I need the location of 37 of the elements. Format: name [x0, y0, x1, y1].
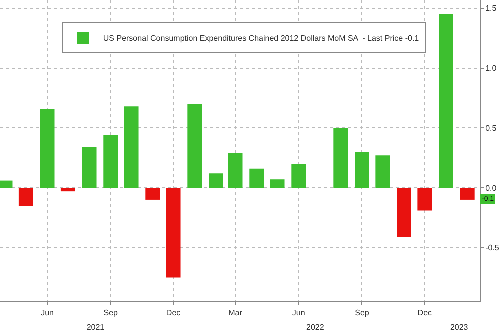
y-tick-label: 0.5 — [486, 124, 498, 133]
bar — [209, 174, 224, 188]
bar — [334, 128, 348, 188]
y-tick-label: 1.0 — [486, 64, 498, 74]
bar — [124, 106, 139, 188]
bar — [292, 164, 306, 188]
bar — [270, 180, 285, 188]
bar — [40, 108, 55, 188]
x-tick-label: Jun — [41, 308, 54, 318]
bar — [355, 152, 370, 188]
bar — [228, 153, 243, 188]
bar — [250, 168, 264, 188]
y-tick-label: 1.5 — [486, 4, 498, 14]
x2-tick-label: 2023 — [450, 323, 469, 332]
x-tick-label: Dec — [418, 308, 432, 318]
bar — [166, 188, 181, 278]
x-tick-label: Dec — [166, 308, 181, 318]
bar — [82, 147, 97, 188]
bar — [439, 14, 454, 188]
x-tick-label: Jun — [292, 308, 306, 318]
bar — [146, 188, 160, 200]
bar — [376, 156, 390, 188]
y-tick-label: -0.5 — [486, 244, 500, 253]
x2-tick-label: 2021 — [86, 323, 106, 332]
bar — [60, 188, 76, 192]
bar — [188, 104, 202, 188]
bar — [418, 188, 432, 211]
bar — [397, 188, 412, 238]
bar — [460, 188, 475, 200]
legend-label: US Personal Consumption Expenditures Chained 2012 Dollars MoM SA - Last Price -0.1 — [103, 34, 420, 44]
bar — [18, 188, 34, 206]
x-tick-label: Sep — [355, 308, 370, 318]
x-tick-label: Mar — [228, 308, 243, 318]
bar — [104, 135, 118, 188]
y-tick-label: 0.0 — [486, 184, 498, 193]
x-tick-label: Sep — [104, 308, 119, 318]
x2-tick-label: 2022 — [306, 323, 325, 332]
